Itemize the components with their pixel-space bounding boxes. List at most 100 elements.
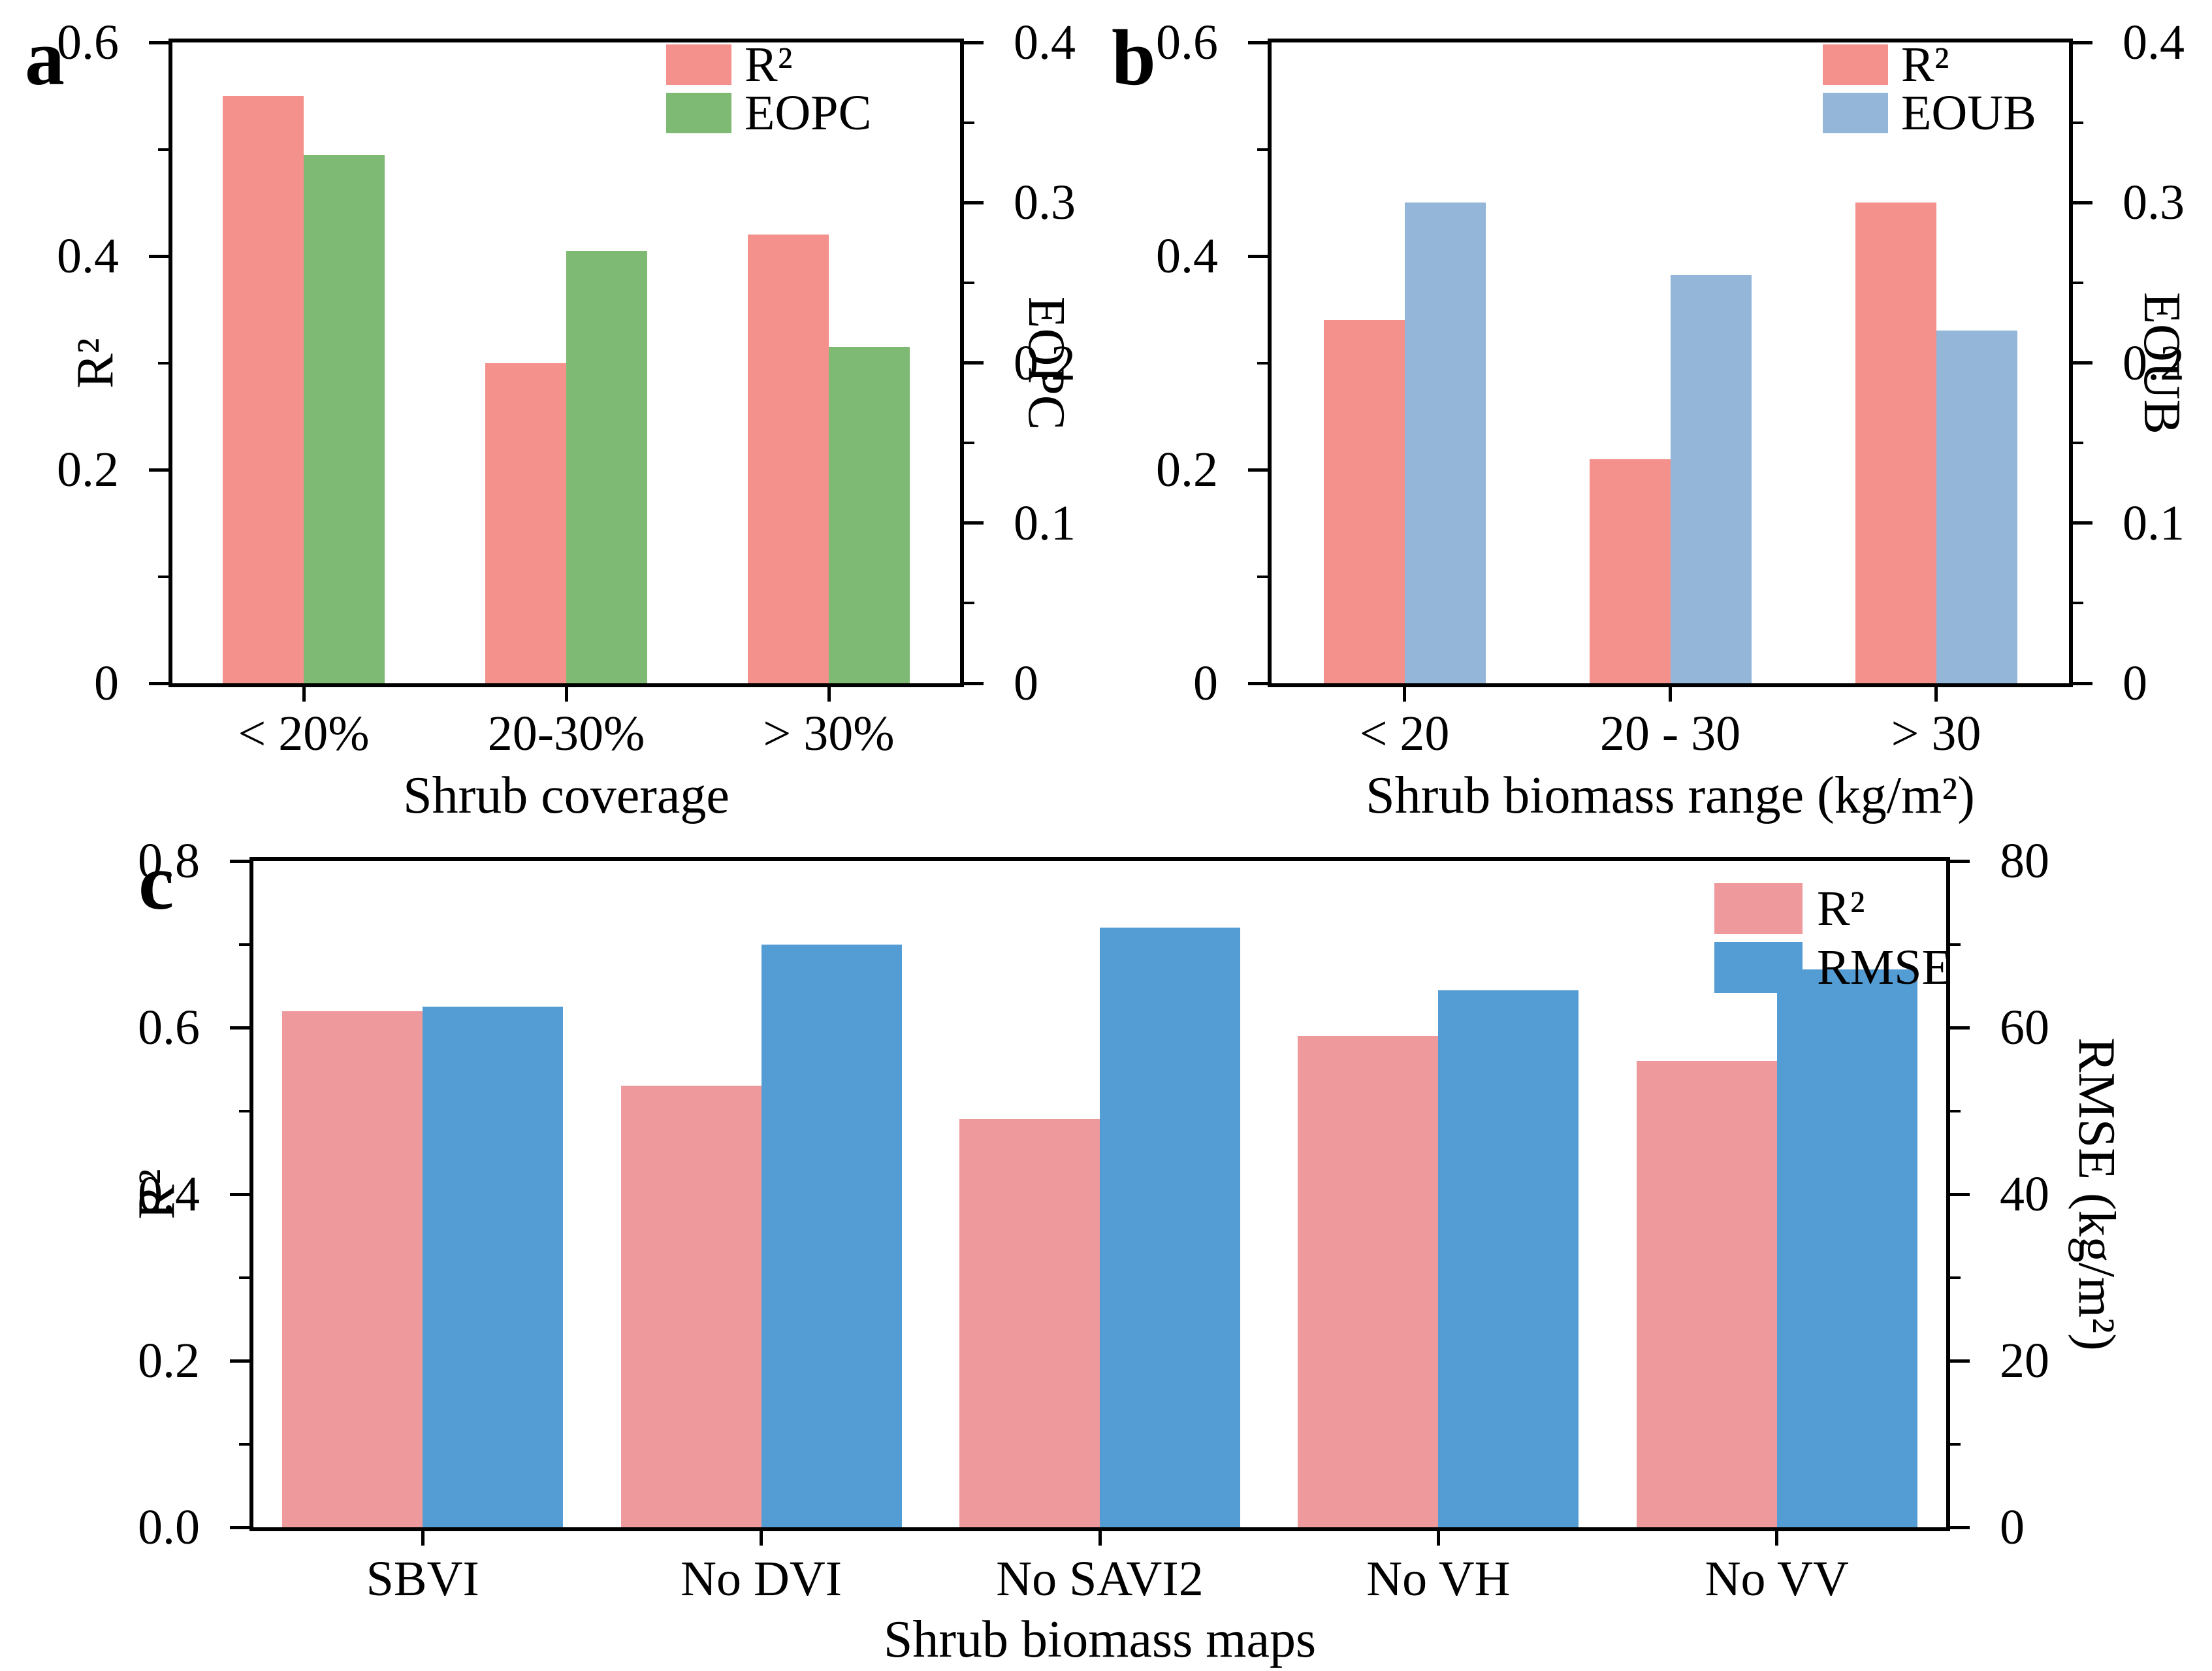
x-axis-title-c: Shrub biomass maps: [883, 1611, 1317, 1668]
y-tick-label-right-c-2: 40: [2000, 1167, 2049, 1222]
y-tick-right-b-4: [2073, 681, 2092, 685]
x-tick-c-4: [1775, 1531, 1779, 1546]
y-tick-label-right-a-4: 0: [1014, 656, 1038, 711]
y-minortick-right-b-4: [2073, 602, 2083, 605]
y-tick-left-b-3: [1248, 681, 1268, 685]
y-tick-label-right-b-3: 0.1: [2123, 495, 2185, 551]
y-minortick-right-a-3: [964, 442, 974, 445]
bar-a-eopc-1: [566, 250, 647, 683]
y-tick-left-a-2: [149, 468, 168, 472]
y-tick-label-right-c-1: 60: [2000, 1000, 2049, 1055]
y-tick-left-c-4: [230, 1525, 249, 1529]
y-tick-right-a-4: [964, 681, 984, 685]
y-tick-label-left-a-3: 0: [94, 656, 119, 711]
bar-b-r-0: [1323, 320, 1405, 683]
x-tick-label-c-2: No SAVI2: [996, 1551, 1204, 1606]
y-minortick-left-a-3: [158, 575, 168, 578]
legend-swatch-b-eoub: [1823, 93, 1888, 133]
y-tick-label-right-c-3: 20: [2000, 1333, 2049, 1388]
y-tick-right-a-1: [964, 201, 984, 204]
y-tick-label-left-b-0: 0.6: [1156, 15, 1218, 70]
y-axis-title-left-a: R²: [67, 338, 124, 389]
y-tick-right-a-2: [964, 361, 984, 365]
bar-c-r-1: [620, 1086, 761, 1527]
y-minortick-left-a-1: [158, 148, 168, 151]
bar-a-r-2: [748, 235, 829, 683]
y-tick-left-b-0: [1248, 41, 1268, 44]
bar-b-r-2: [1855, 203, 1936, 683]
bar-c-rmse-2: [1100, 928, 1240, 1527]
bar-b-eoub-0: [1404, 203, 1486, 683]
bar-c-r-4: [1636, 1061, 1777, 1527]
x-tick-label-c-3: No VH: [1366, 1551, 1511, 1606]
y-tick-left-a-1: [149, 254, 168, 258]
y-tick-left-a-0: [149, 41, 168, 44]
x-tick-label-c-1: No DVI: [681, 1551, 842, 1606]
plot-area-c: [249, 857, 1950, 1531]
panel-letter-b: b: [1112, 14, 1156, 102]
legend-swatch-b-r: [1823, 44, 1888, 85]
x-tick-b-1: [1669, 687, 1672, 702]
plot-area-b: [1268, 39, 2073, 687]
y-minortick-right-c-2: [1950, 1109, 1961, 1112]
bar-c-rmse-4: [1776, 969, 1917, 1527]
x-tick-a-2: [827, 687, 831, 702]
y-minortick-left-c-3: [239, 1276, 249, 1279]
bar-c-rmse-0: [423, 1007, 564, 1527]
y-tick-label-left-a-0: 0.6: [57, 15, 119, 70]
y-tick-label-right-a-2: 0.2: [1014, 335, 1076, 391]
y-minortick-right-a-4: [964, 602, 974, 605]
y-tick-right-b-2: [2073, 361, 2092, 365]
y-minortick-right-c-3: [1950, 1276, 1961, 1279]
y-tick-label-right-a-0: 0.4: [1014, 15, 1076, 70]
y-tick-left-c-2: [230, 1192, 249, 1196]
y-tick-label-right-b-4: 0: [2123, 656, 2147, 711]
y-minortick-left-c-1: [239, 943, 249, 946]
legend-swatch-a-eopc: [666, 93, 731, 133]
y-tick-right-c-1: [1950, 1026, 1970, 1030]
x-tick-a-0: [302, 687, 306, 702]
legend-label-b-eoub: EOUB: [1901, 86, 2036, 140]
y-minortick-right-c-1: [1950, 943, 1961, 946]
y-tick-label-left-b-1: 0.4: [1156, 229, 1218, 284]
y-minortick-left-c-4: [239, 1442, 249, 1446]
y-minortick-left-c-2: [239, 1109, 249, 1112]
y-tick-left-b-1: [1248, 254, 1268, 258]
y-tick-right-b-0: [2073, 41, 2092, 44]
x-tick-b-0: [1403, 687, 1406, 702]
y-tick-label-right-c-4: 0: [2000, 1500, 2025, 1555]
x-tick-label-a-2: > 30%: [763, 706, 895, 761]
legend-label-b-r: R²: [1901, 37, 1949, 92]
y-tick-left-a-3: [149, 681, 168, 685]
x-tick-b-2: [1934, 687, 1938, 702]
y-tick-label-right-a-1: 0.3: [1014, 175, 1076, 231]
bar-a-r-1: [485, 363, 566, 683]
y-minortick-right-a-1: [964, 121, 974, 124]
y-tick-label-right-b-1: 0.3: [2123, 175, 2185, 231]
y-minortick-right-b-3: [2073, 442, 2083, 445]
y-tick-left-c-0: [230, 859, 249, 863]
legend-label-a-r: R²: [745, 37, 793, 92]
y-tick-label-right-c-0: 80: [2000, 834, 2049, 888]
bar-a-eopc-2: [829, 346, 910, 683]
legend-label-a-eopc: EOPC: [745, 86, 872, 140]
y-axis-title-left-c: R²: [128, 1169, 185, 1220]
legend-swatch-c-r: [1714, 883, 1803, 934]
y-tick-label-left-c-0: 0.8: [138, 834, 200, 888]
x-axis-title-b: Shrub biomass range (kg/m²): [1366, 767, 1975, 824]
legend-label-c-rmse: RMSE: [1817, 940, 1952, 995]
x-tick-label-a-1: 20-30%: [487, 706, 645, 761]
x-tick-label-b-2: > 30: [1891, 706, 1981, 761]
bar-a-eopc-0: [304, 154, 385, 683]
y-tick-left-c-1: [230, 1026, 249, 1030]
panel-letter-c: c: [138, 838, 174, 926]
bar-c-rmse-3: [1438, 990, 1579, 1527]
y-tick-label-left-a-2: 0.2: [57, 442, 119, 497]
y-tick-label-right-b-0: 0.4: [2123, 15, 2185, 70]
y-minortick-right-a-2: [964, 281, 974, 284]
y-axis-title-right-a: EOPC: [1018, 296, 1075, 430]
bar-c-r-0: [282, 1011, 423, 1527]
y-tick-right-c-4: [1950, 1525, 1970, 1529]
legend-label-c-r: R²: [1817, 881, 1865, 936]
x-tick-label-b-0: < 20: [1359, 706, 1450, 761]
